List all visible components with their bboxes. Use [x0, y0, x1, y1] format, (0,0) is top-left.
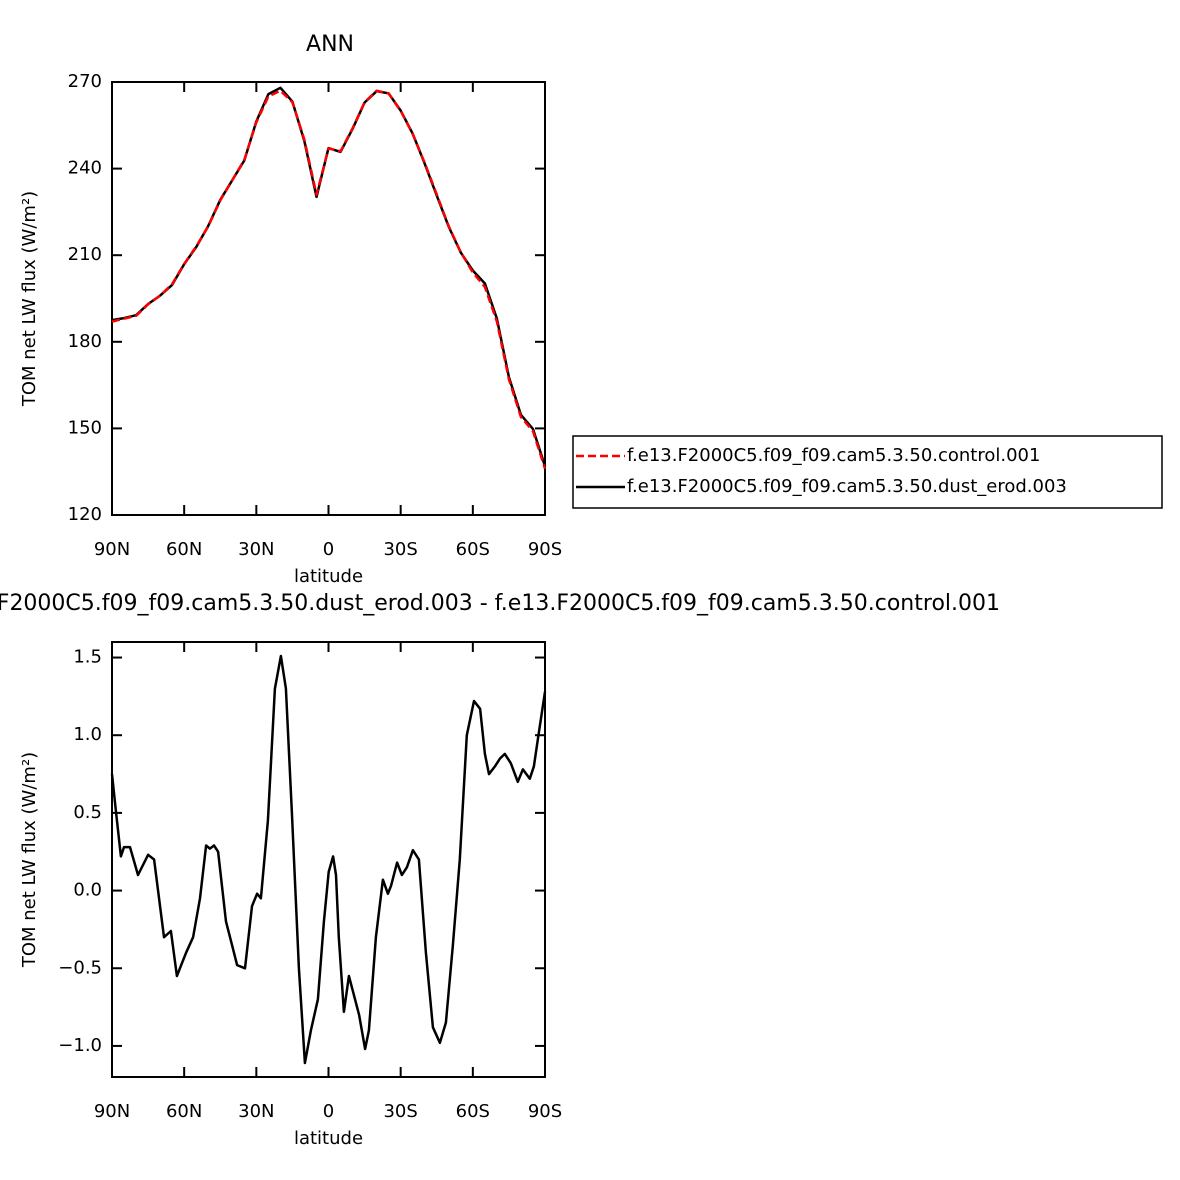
- data-line: [110, 654, 547, 1065]
- x-tick-label: 60S: [456, 1101, 490, 1122]
- y-tick-label: 1.5: [73, 647, 102, 668]
- y-tick-label: 210: [68, 244, 102, 265]
- y-tick-label: 270: [68, 71, 102, 92]
- x-tick-label: 90N: [94, 1101, 130, 1122]
- y-tick-label: 180: [68, 331, 102, 352]
- y-tick-label: 120: [68, 504, 102, 525]
- data-line: [111, 86, 547, 467]
- y-tick-label: 0.5: [73, 802, 102, 823]
- x-tick-label: 60N: [166, 539, 202, 560]
- y-tick-label: 1.0: [73, 724, 102, 745]
- x-axis-label: latitude: [294, 1128, 363, 1149]
- data-line: [111, 89, 547, 470]
- y-tick-label: −1.0: [58, 1035, 102, 1056]
- y-tick-label: 240: [68, 158, 102, 179]
- x-tick-label: 60S: [456, 539, 490, 560]
- chart-title: f.e13.F2000C5.f09_f09.cam5.3.50.dust_ero…: [0, 591, 1000, 616]
- x-axis-label: latitude: [294, 566, 363, 587]
- legend-label: f.e13.F2000C5.f09_f09.cam5.3.50.dust_ero…: [627, 476, 1067, 497]
- chart-title: ANN: [306, 32, 354, 57]
- y-axis-label: TOM net LW flux (W/m²): [19, 752, 40, 968]
- x-tick-label: 60N: [166, 1101, 202, 1122]
- x-tick-label: 30N: [238, 1101, 274, 1122]
- y-axis-label: TOM net LW flux (W/m²): [19, 191, 40, 407]
- legend-label: f.e13.F2000C5.f09_f09.cam5.3.50.control.…: [627, 445, 1040, 466]
- x-tick-label: 90N: [94, 539, 130, 560]
- x-tick-label: 30N: [238, 539, 274, 560]
- x-tick-label: 0: [323, 539, 334, 560]
- x-tick-label: 0: [323, 1101, 334, 1122]
- legend-box: [572, 435, 1163, 509]
- y-tick-label: 0.0: [73, 880, 102, 901]
- x-tick-label: 90S: [528, 1101, 562, 1122]
- y-tick-label: −0.5: [58, 957, 102, 978]
- x-tick-label: 30S: [383, 1101, 417, 1122]
- y-tick-label: 150: [68, 417, 102, 438]
- x-tick-label: 90S: [528, 539, 562, 560]
- x-tick-label: 30S: [383, 539, 417, 560]
